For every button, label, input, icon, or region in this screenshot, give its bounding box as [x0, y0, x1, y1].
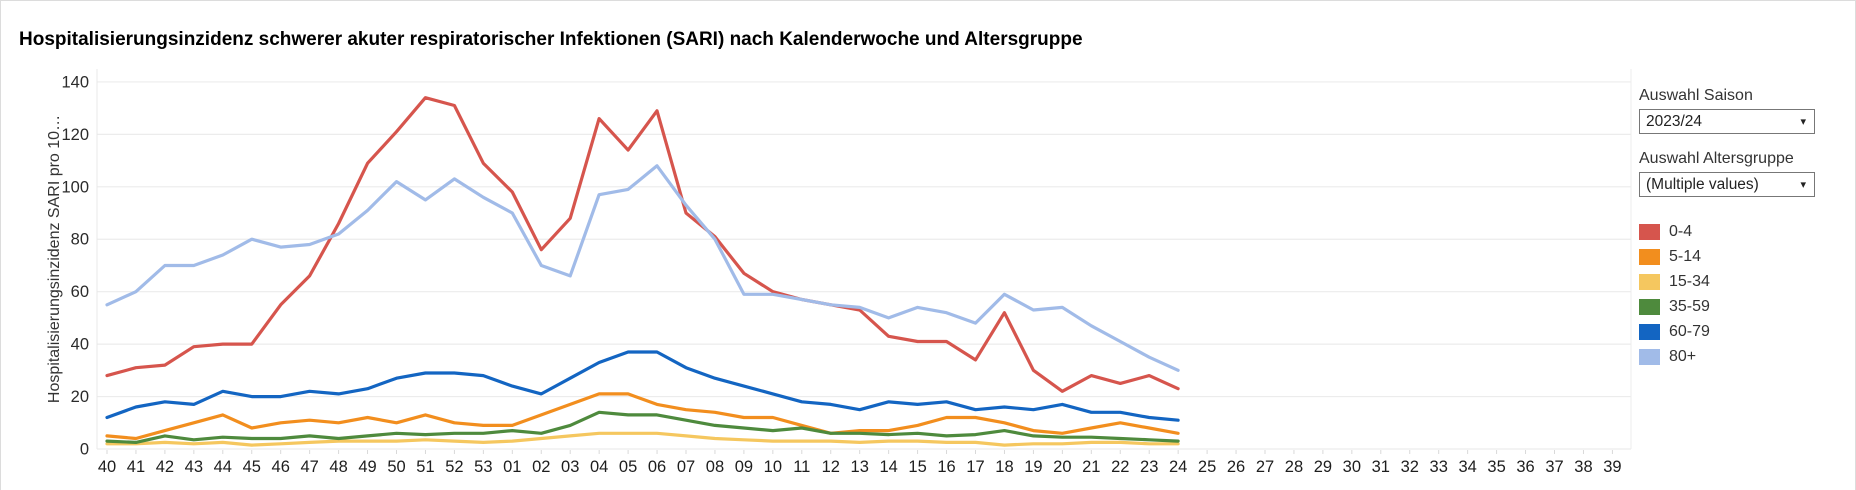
y-tick-label: 80: [71, 231, 89, 249]
x-tick-label-39: 39: [1603, 458, 1621, 476]
legend-item-80+[interactable]: 80+: [1639, 344, 1829, 369]
x-tick-label-02: 02: [532, 458, 550, 476]
series-line-5-14[interactable]: [105, 392, 1180, 441]
y-tick-label: 0: [80, 441, 89, 459]
agegroup-filter-label: Auswahl Altersgruppe: [1639, 150, 1794, 167]
agegroup-dropdown[interactable]: (Multiple values) ▾: [1639, 172, 1815, 197]
x-tick-label-46: 46: [272, 458, 290, 476]
season-filter-label: Auswahl Saison: [1639, 87, 1753, 104]
x-tick-label-38: 38: [1574, 458, 1592, 476]
x-tick-label-01: 01: [503, 458, 521, 476]
y-tick-label: 40: [71, 336, 89, 354]
season-dropdown[interactable]: 2023/24 ▾: [1639, 109, 1815, 134]
x-tick-label-48: 48: [329, 458, 347, 476]
x-tick-label-37: 37: [1545, 458, 1563, 476]
x-tick-label-51: 51: [416, 458, 434, 476]
legend-label: 5-14: [1669, 247, 1702, 265]
legend-label: 15-34: [1669, 272, 1710, 290]
agegroup-dropdown-value: (Multiple values): [1646, 175, 1759, 193]
x-tick-label-42: 42: [156, 458, 174, 476]
x-tick-label-29: 29: [1314, 458, 1332, 476]
x-tick-label-35: 35: [1487, 458, 1505, 476]
x-tick-label-14: 14: [879, 458, 897, 476]
color-legend: 0-4 5-14 15-34 35-59 60-79 80+: [1639, 219, 1829, 369]
chevron-down-icon: ▾: [1800, 179, 1806, 191]
y-axis-title: Hospitalisierungsinzidenz SARI pro 10…: [46, 115, 63, 403]
x-tick-label-04: 04: [590, 458, 608, 476]
x-tick-label-49: 49: [358, 458, 376, 476]
x-tick-label-16: 16: [937, 458, 955, 476]
y-tick-label: 120: [61, 126, 89, 144]
x-tick-label-33: 33: [1430, 458, 1448, 476]
x-tick-label-03: 03: [561, 458, 579, 476]
x-tick-label-43: 43: [185, 458, 203, 476]
chart-title: Hospitalisierungsinzidenz schwerer akute…: [19, 29, 1083, 50]
y-tick-label: 140: [61, 73, 89, 91]
legend-swatch-icon: [1639, 223, 1660, 240]
legend-item-5-14[interactable]: 5-14: [1639, 244, 1829, 269]
x-tick-label-28: 28: [1285, 458, 1303, 476]
x-tick-label-25: 25: [1198, 458, 1216, 476]
x-tick-label-06: 06: [648, 458, 666, 476]
series-line-80+[interactable]: [105, 164, 1180, 372]
x-tick-label-30: 30: [1343, 458, 1361, 476]
series-line-0-4[interactable]: [105, 96, 1180, 393]
y-tick-label: 100: [61, 178, 89, 196]
x-tick-label-20: 20: [1053, 458, 1071, 476]
x-tick-label-34: 34: [1458, 458, 1476, 476]
legend-label: 0-4: [1669, 222, 1693, 240]
legend-swatch-icon: [1639, 298, 1660, 315]
x-tick-label-10: 10: [764, 458, 782, 476]
x-tick-label-12: 12: [822, 458, 840, 476]
x-tick-label-44: 44: [214, 458, 232, 476]
x-tick-label-09: 09: [735, 458, 753, 476]
x-tick-label-05: 05: [619, 458, 637, 476]
y-tick-label: 20: [71, 388, 89, 406]
season-dropdown-value: 2023/24: [1646, 112, 1703, 130]
legend-swatch-icon: [1639, 323, 1660, 340]
chevron-down-icon: ▾: [1800, 116, 1806, 128]
x-tick-label-52: 52: [445, 458, 463, 476]
legend-label: 80+: [1669, 347, 1697, 365]
legend-label: 60-79: [1669, 322, 1710, 340]
series-line-15-34[interactable]: [105, 431, 1180, 447]
x-tick-label-41: 41: [127, 458, 145, 476]
x-tick-label-17: 17: [966, 458, 984, 476]
x-tick-label-40: 40: [98, 458, 116, 476]
x-tick-label-47: 47: [300, 458, 318, 476]
legend-item-60-79[interactable]: 60-79: [1639, 319, 1829, 344]
x-tick-label-45: 45: [243, 458, 261, 476]
x-tick-label-13: 13: [851, 458, 869, 476]
x-tick-label-23: 23: [1140, 458, 1158, 476]
x-tick-label-19: 19: [1024, 458, 1042, 476]
x-tick-label-07: 07: [677, 458, 695, 476]
series-line-35-59[interactable]: [105, 410, 1180, 444]
legend-label: 35-59: [1669, 297, 1710, 315]
x-tick-label-22: 22: [1111, 458, 1129, 476]
x-tick-label-27: 27: [1256, 458, 1274, 476]
legend-swatch-icon: [1639, 273, 1660, 290]
x-tick-label-26: 26: [1227, 458, 1245, 476]
filter-panel: Auswahl Saison 2023/24 ▾ Auswahl Altersg…: [1639, 87, 1829, 369]
legend-swatch-icon: [1639, 248, 1660, 265]
legend-item-0-4[interactable]: 0-4: [1639, 219, 1829, 244]
legend-swatch-icon: [1639, 348, 1660, 365]
x-tick-label-53: 53: [474, 458, 492, 476]
x-tick-label-24: 24: [1169, 458, 1187, 476]
x-tick-label-11: 11: [793, 458, 810, 476]
series-line-60-79[interactable]: [105, 350, 1180, 422]
y-tick-label: 60: [71, 283, 89, 301]
x-tick-label-31: 31: [1372, 458, 1390, 476]
x-tick-label-36: 36: [1516, 458, 1534, 476]
x-tick-label-15: 15: [908, 458, 926, 476]
x-tick-label-08: 08: [706, 458, 724, 476]
x-tick-label-18: 18: [995, 458, 1013, 476]
legend-item-35-59[interactable]: 35-59: [1639, 294, 1829, 319]
x-tick-label-21: 21: [1082, 458, 1100, 476]
x-tick-label-32: 32: [1401, 458, 1419, 476]
x-tick-label-50: 50: [387, 458, 405, 476]
legend-item-15-34[interactable]: 15-34: [1639, 269, 1829, 294]
